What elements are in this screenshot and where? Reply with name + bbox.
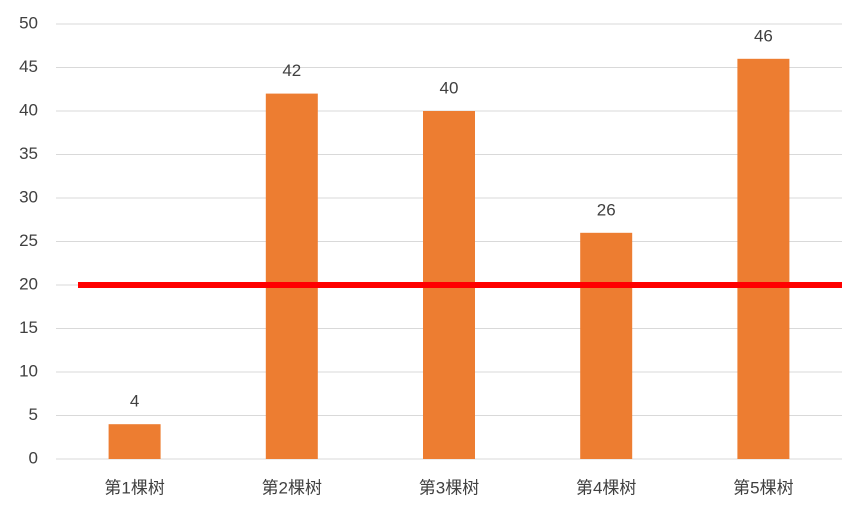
y-tick-label: 40 (19, 100, 38, 119)
data-label: 26 (597, 200, 616, 219)
y-tick-label: 50 (19, 13, 38, 32)
data-label: 46 (754, 26, 773, 45)
bar (108, 424, 161, 459)
y-tick-label: 0 (29, 448, 38, 467)
data-label: 42 (282, 61, 301, 80)
y-tick-label: 25 (19, 231, 38, 250)
bar (580, 232, 633, 459)
y-tick-label: 30 (19, 187, 38, 206)
y-tick-label: 15 (19, 318, 38, 337)
y-tick-label: 20 (19, 274, 38, 293)
bar (265, 93, 318, 459)
data-label: 4 (130, 392, 139, 411)
y-tick-label: 10 (19, 361, 38, 380)
x-tick-label: 第1棵树 (104, 478, 164, 497)
bar (737, 58, 790, 460)
data-label: 40 (440, 78, 459, 97)
x-tick-label: 第4棵树 (576, 478, 636, 497)
y-tick-label: 45 (19, 57, 38, 76)
y-tick-label: 35 (19, 144, 38, 163)
x-tick-label: 第2棵树 (262, 478, 322, 497)
x-tick-label: 第3棵树 (419, 478, 479, 497)
x-tick-label: 第5棵树 (733, 478, 793, 497)
y-tick-label: 5 (29, 405, 38, 424)
